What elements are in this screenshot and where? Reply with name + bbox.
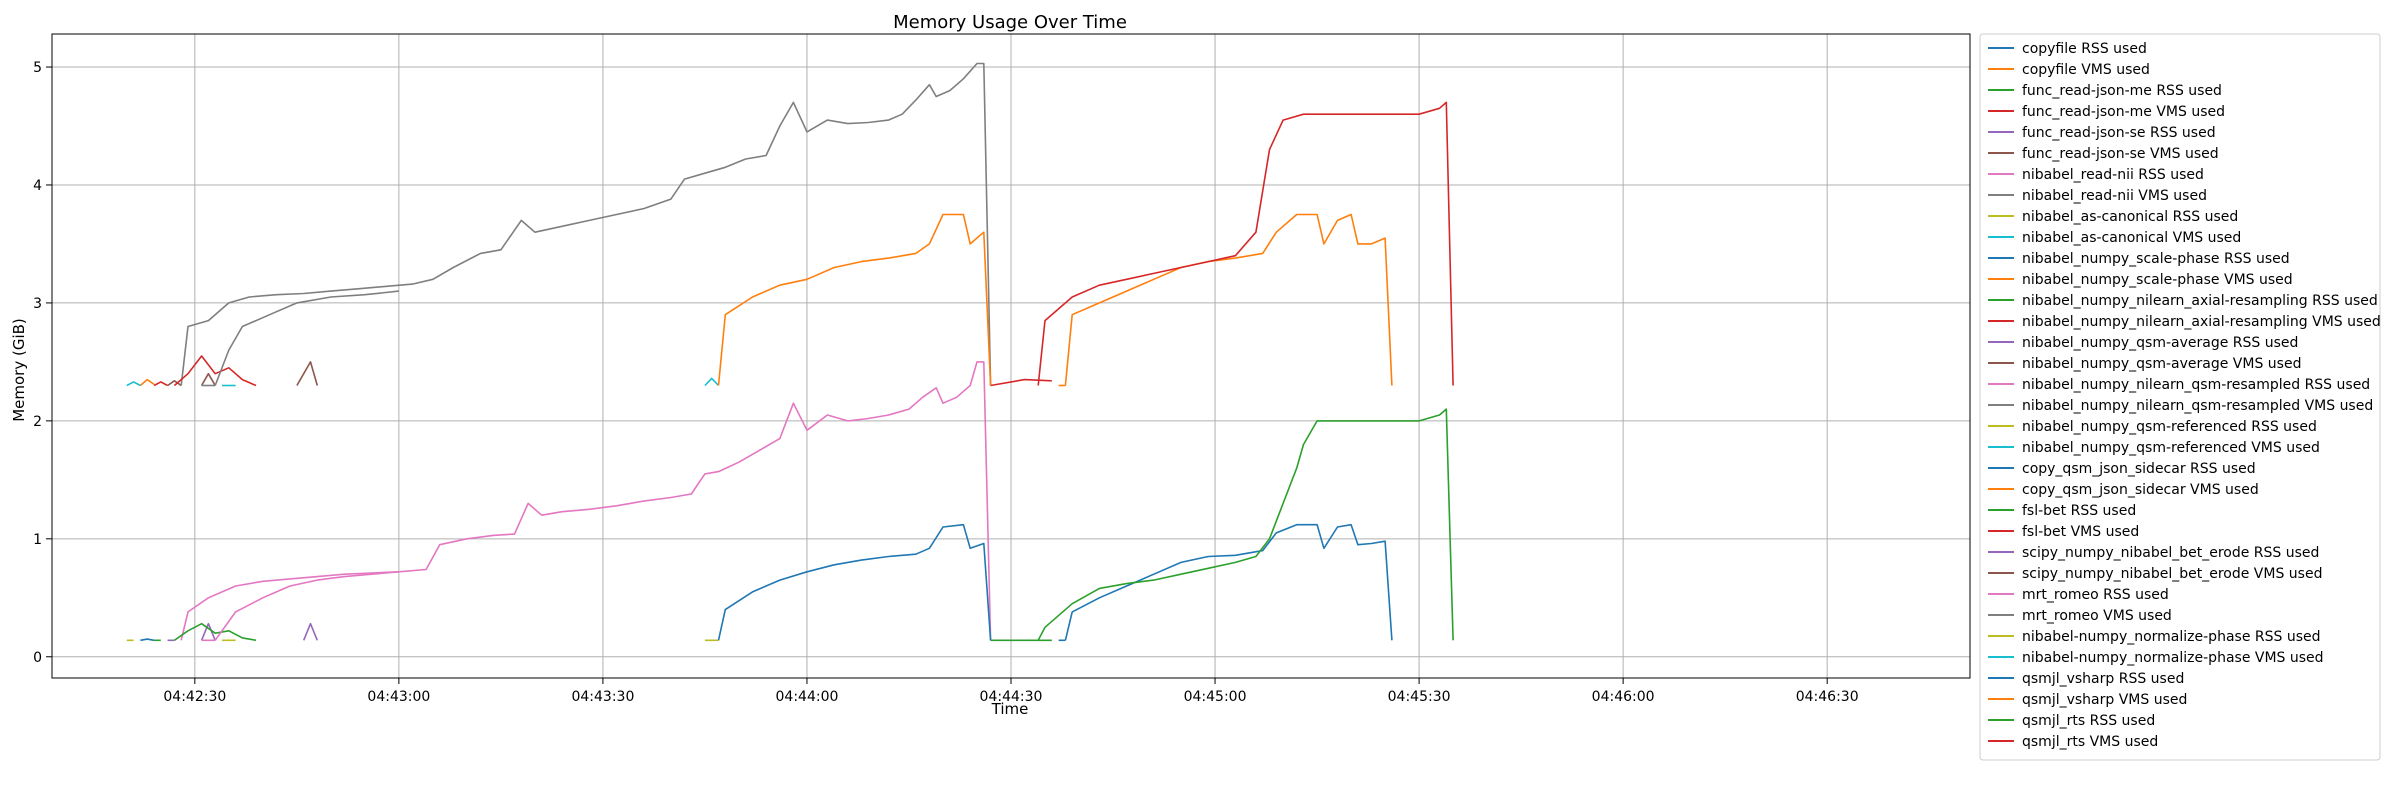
legend-label: nibabel_numpy_nilearn_qsm-resampled RSS …: [2022, 377, 2370, 393]
x-axis-label: Time: [991, 700, 1029, 718]
series-line: [296, 361, 319, 386]
legend-label: nibabel_as-canonical VMS used: [2022, 230, 2241, 246]
legend-label: mrt_romeo RSS used: [2022, 587, 2169, 603]
legend-label: nibabel_numpy_nilearn_axial-resampling V…: [2022, 314, 2381, 330]
y-axis-label: Memory (GiB): [10, 318, 28, 422]
grid-lines: [52, 34, 1970, 678]
legend-label: nibabel_numpy_scale-phase RSS used: [2022, 251, 2290, 267]
series-line: [139, 378, 155, 387]
series-line: [1037, 408, 1454, 641]
series-line: [717, 523, 992, 641]
y-tick-label: 4: [33, 178, 42, 194]
legend: copyfile RSS used copyfile VMS used func_r…: [1979, 33, 2381, 761]
legend-label: func_read-json-se RSS used: [2022, 125, 2216, 141]
series-line: [200, 372, 216, 386]
plot-frame: [51, 33, 1971, 679]
legend-label: func_read-json-me RSS used: [2022, 83, 2222, 99]
series-line: [1037, 101, 1454, 386]
legend-label: nibabel_numpy_qsm-referenced VMS used: [2022, 440, 2320, 456]
series-line: [140, 638, 155, 642]
x-tick-label: 04:44:00: [776, 689, 839, 705]
series-line: [173, 622, 257, 642]
x-tick-label: 04:46:00: [1592, 689, 1655, 705]
legend-label: func_read-json-se VMS used: [2022, 146, 2219, 162]
x-tick-label: 04:44:30: [980, 689, 1043, 705]
series-line: [214, 571, 399, 641]
series-line: [990, 378, 1052, 387]
legend-label: copy_qsm_json_sidecar RSS used: [2022, 461, 2256, 477]
legend-label: nibabel_numpy_qsm-average VMS used: [2022, 356, 2301, 372]
series-line: [704, 377, 720, 387]
legend-label: copyfile VMS used: [2022, 62, 2150, 78]
legend-label: fsl-bet RSS used: [2022, 503, 2136, 519]
series-line: [153, 381, 168, 387]
legend-label: nibabel_numpy_nilearn_axial-resampling R…: [2022, 293, 2378, 309]
legend-label: nibabel-numpy_normalize-phase VMS used: [2022, 650, 2324, 666]
y-tick-label: 3: [33, 296, 42, 312]
series-line: [126, 381, 141, 387]
x-tick-label: 04:45:00: [1184, 689, 1247, 705]
x-tick-label: 04:43:30: [571, 689, 634, 705]
y-tick-label: 2: [33, 414, 42, 430]
legend-label: fsl-bet VMS used: [2022, 524, 2139, 540]
y-tick-label: 0: [33, 650, 42, 666]
series-line: [167, 379, 182, 387]
legend-label: scipy_numpy_nibabel_bet_erode RSS used: [2022, 545, 2319, 561]
legend-label: copyfile RSS used: [2022, 41, 2147, 57]
series-line: [1064, 213, 1393, 386]
x-tick-label: 04:43:00: [367, 689, 430, 705]
y-tick-label: 5: [33, 60, 42, 76]
legend-label: scipy_numpy_nibabel_bet_erode VMS used: [2022, 566, 2322, 582]
legend-label: qsmjl_rts VMS used: [2022, 734, 2158, 750]
y-tick-label: 1: [33, 532, 42, 548]
x-tick-label: 04:45:30: [1388, 689, 1451, 705]
legend-label: nibabel-numpy_normalize-phase RSS used: [2022, 629, 2321, 645]
legend-label: mrt_romeo VMS used: [2022, 608, 2172, 624]
legend-label: nibabel_numpy_nilearn_qsm-resampled VMS …: [2022, 398, 2373, 414]
axes: 04:42:30 04:43:00 04:43:30 04:44:00 04:44:30…: [33, 33, 1971, 705]
x-tick-label: 04:46:30: [1796, 689, 1859, 705]
series-line: [717, 213, 992, 386]
legend-label: nibabel_read-nii VMS used: [2022, 188, 2207, 204]
plot-area: [126, 62, 1454, 642]
legend-label: qsmjl_vsharp RSS used: [2022, 671, 2184, 687]
legend-label: func_read-json-me VMS used: [2022, 104, 2225, 120]
legend-label: copy_qsm_json_sidecar VMS used: [2022, 482, 2259, 498]
legend-label: nibabel_numpy_scale-phase VMS used: [2022, 272, 2293, 288]
series-line: [1064, 523, 1393, 641]
series-line: [214, 290, 399, 386]
chart-title: Memory Usage Over Time: [893, 12, 1127, 33]
legend-label: nibabel_read-nii RSS used: [2022, 167, 2204, 183]
legend-label: qsmjl_vsharp VMS used: [2022, 692, 2187, 708]
legend-box: [1979, 33, 2381, 761]
series-line: [302, 622, 319, 641]
x-tick-label: 04:42:30: [163, 689, 226, 705]
legend-label: nibabel_as-canonical RSS used: [2022, 209, 2238, 225]
series-line: [180, 62, 992, 386]
legend-label: qsmjl_rts RSS used: [2022, 713, 2155, 729]
series-line: [180, 361, 992, 641]
legend-label: nibabel_numpy_qsm-referenced RSS used: [2022, 419, 2317, 435]
series-line: [200, 622, 216, 641]
series-line: [173, 355, 257, 387]
legend-label: nibabel_numpy_qsm-average RSS used: [2022, 335, 2298, 351]
